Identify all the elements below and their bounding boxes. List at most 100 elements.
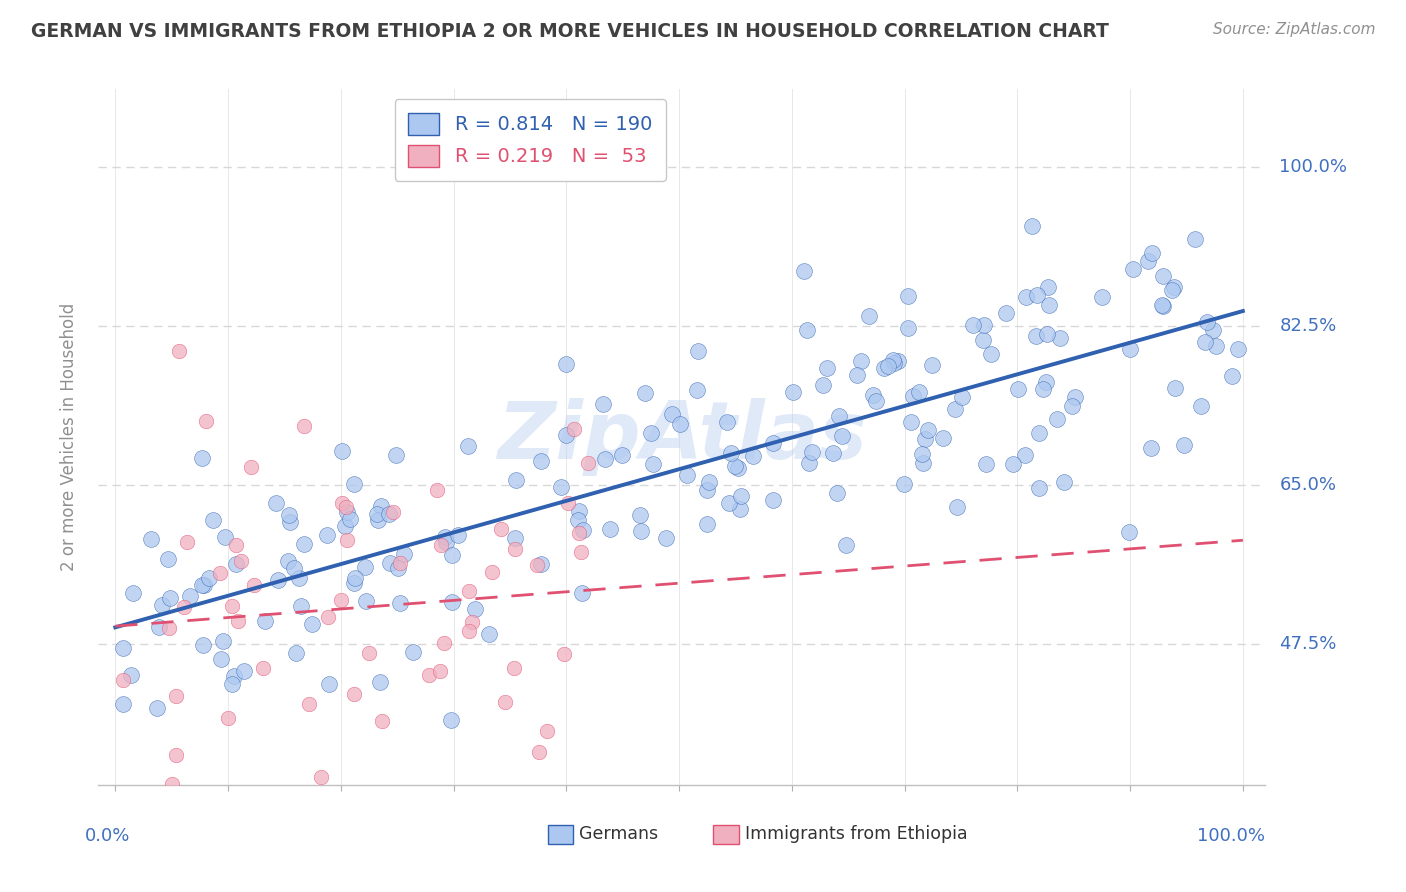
Point <box>217 711 239 725</box>
Point <box>1160 283 1182 297</box>
Point <box>191 638 214 652</box>
Point <box>1036 280 1059 294</box>
Point <box>298 697 321 711</box>
Point <box>862 387 884 401</box>
Point <box>148 620 170 634</box>
Point <box>1150 297 1173 311</box>
Point <box>1136 254 1159 268</box>
Point <box>1028 425 1050 440</box>
Point <box>224 668 246 682</box>
Point <box>193 577 215 591</box>
Point <box>742 449 765 463</box>
Point <box>336 505 359 519</box>
Point <box>209 566 232 580</box>
Point <box>562 422 585 436</box>
Point <box>489 523 512 537</box>
Point <box>503 541 526 556</box>
Point <box>1194 334 1216 349</box>
FancyBboxPatch shape <box>548 824 574 844</box>
Point <box>865 394 887 409</box>
Point <box>568 526 591 541</box>
Point <box>440 595 463 609</box>
Point <box>876 359 898 373</box>
Point <box>1226 343 1249 357</box>
Point <box>845 368 868 382</box>
Text: ZipAtlas: ZipAtlas <box>496 398 868 476</box>
Point <box>668 417 690 431</box>
Point <box>762 493 785 508</box>
Point <box>191 578 214 592</box>
Legend: R = 0.814   N = 190, R = 0.219   N =  53: R = 0.814 N = 190, R = 0.219 N = 53 <box>395 99 666 181</box>
Point <box>429 664 451 678</box>
Point <box>394 547 416 561</box>
Point <box>1139 441 1161 455</box>
Point <box>239 870 262 884</box>
Point <box>252 661 274 675</box>
Point <box>980 347 1002 361</box>
Point <box>402 645 425 659</box>
Point <box>526 558 548 572</box>
Point <box>1053 475 1076 489</box>
Point <box>1119 342 1142 356</box>
Point <box>1021 219 1043 233</box>
Y-axis label: 2 or more Vehicles in Household: 2 or more Vehicles in Household <box>59 303 77 571</box>
Point <box>267 573 290 587</box>
Point <box>1028 481 1050 495</box>
Point <box>793 264 815 278</box>
Point <box>882 353 904 368</box>
Point <box>160 777 183 791</box>
Point <box>567 513 589 527</box>
Point <box>381 505 404 519</box>
Point <box>1122 262 1144 277</box>
Point <box>1220 368 1243 383</box>
Point <box>288 570 311 584</box>
Point <box>661 407 683 421</box>
Text: 47.5%: 47.5% <box>1279 635 1337 653</box>
Point <box>782 385 804 400</box>
Point <box>550 480 572 494</box>
Point <box>883 356 905 370</box>
Point <box>1091 290 1114 304</box>
Point <box>228 614 250 628</box>
Point <box>211 633 233 648</box>
Point <box>385 449 408 463</box>
Point <box>433 530 456 544</box>
Point <box>426 483 449 497</box>
Point <box>225 538 247 552</box>
Point <box>555 357 578 371</box>
Point <box>233 665 256 679</box>
Point <box>815 361 838 376</box>
Point <box>727 461 749 475</box>
Point <box>440 713 463 727</box>
Point <box>1014 448 1036 462</box>
Point <box>696 516 718 531</box>
Point <box>152 599 174 613</box>
Point <box>730 501 752 516</box>
Point <box>335 533 357 547</box>
Point <box>167 344 190 359</box>
Point <box>201 513 224 527</box>
Point <box>893 477 915 491</box>
Point <box>1032 382 1054 396</box>
Point <box>505 531 527 545</box>
Point <box>1036 326 1059 341</box>
Point <box>569 545 592 559</box>
Point <box>139 532 162 546</box>
Point <box>571 586 593 600</box>
Point <box>145 701 167 715</box>
Point <box>1164 381 1187 395</box>
Point <box>1163 280 1185 294</box>
Point <box>371 714 394 729</box>
Point <box>914 432 936 446</box>
Point <box>593 451 616 466</box>
Point <box>278 515 301 529</box>
Point <box>886 354 908 368</box>
Text: 100.0%: 100.0% <box>1198 827 1265 845</box>
Point <box>1001 457 1024 471</box>
Point <box>901 389 924 403</box>
Point <box>973 318 995 332</box>
Point <box>873 361 896 376</box>
Point <box>176 535 198 549</box>
Point <box>897 321 920 335</box>
Point <box>173 599 195 614</box>
